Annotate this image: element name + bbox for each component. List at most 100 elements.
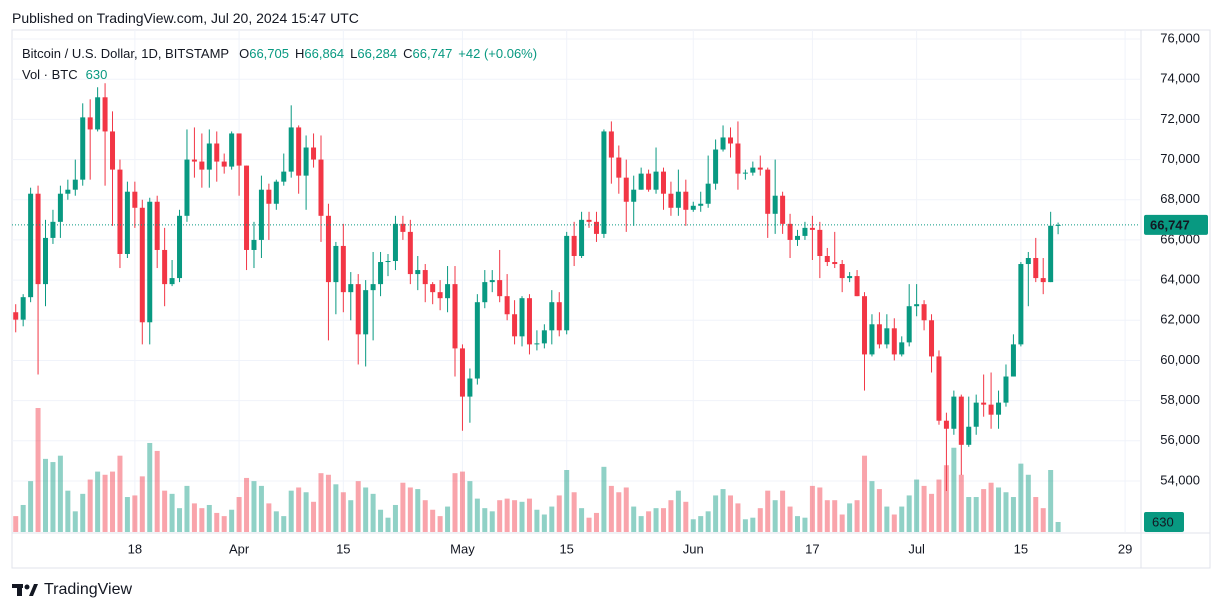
candle-body (869, 324, 875, 355)
candle-body (772, 195, 778, 214)
candle-body (1003, 376, 1009, 403)
volume-bar (102, 474, 108, 532)
volume-bar (668, 500, 674, 532)
y-tick-label: 76,000 (1160, 30, 1200, 45)
volume-bar (467, 481, 473, 532)
candle-body (668, 193, 674, 208)
ohlc-letter: H (294, 46, 305, 61)
volume-bar (1010, 497, 1016, 532)
y-tick-label: 56,000 (1160, 432, 1200, 447)
volume-bar (571, 492, 577, 532)
volume-bar (638, 516, 644, 532)
y-tick-label: 58,000 (1160, 392, 1200, 407)
candle-body (244, 165, 250, 250)
volume-bar (765, 490, 771, 532)
candle-body (124, 191, 130, 254)
volume-bar (966, 497, 972, 532)
candle-body (556, 302, 562, 331)
volume-bar (57, 455, 63, 532)
candle-body (363, 290, 369, 335)
candle-body (549, 302, 555, 331)
y-tick-label: 64,000 (1160, 272, 1200, 287)
volume-bar (996, 487, 1002, 532)
volume-bar (929, 493, 935, 532)
y-tick-label: 70,000 (1160, 151, 1200, 166)
candle-body (921, 304, 927, 321)
candle-body (854, 276, 860, 297)
candle-body (541, 330, 547, 344)
brand: TradingView (44, 581, 133, 598)
candle-body (214, 143, 220, 162)
volume-bar (616, 492, 622, 532)
volume-bar (608, 485, 614, 532)
y-tick-label: 66,000 (1160, 231, 1200, 246)
volume-bar (832, 500, 838, 532)
candle-body (876, 324, 882, 345)
y-tick-label: 62,000 (1160, 312, 1200, 327)
volume-bar (355, 481, 361, 532)
ohlc-value: 66,284 (357, 46, 398, 61)
candle-body (638, 173, 644, 190)
y-tick-label: 54,000 (1160, 472, 1200, 487)
candle-body (586, 219, 592, 222)
volume-bar (526, 498, 532, 532)
candle-body (221, 161, 227, 167)
candle-body (601, 131, 607, 234)
volume-bar (273, 511, 279, 532)
volume-bar (258, 485, 264, 532)
candle-body (757, 167, 763, 170)
candle-body (742, 172, 748, 174)
candle-body (296, 127, 302, 176)
candle-body (1040, 278, 1046, 283)
candle-body (1010, 344, 1016, 377)
y-tick-label: 68,000 (1160, 191, 1200, 206)
candle-body (943, 420, 949, 429)
volume-bar (742, 519, 748, 532)
candle-body (512, 314, 518, 337)
volume-title: Vol · BTC (22, 67, 78, 82)
volume-bar (541, 514, 547, 532)
volume-bar (95, 471, 101, 532)
x-tick-label: Jul (908, 541, 925, 556)
candle-body (809, 227, 815, 230)
candle-body (50, 221, 56, 238)
candle-body (832, 262, 838, 265)
candle-body (482, 282, 488, 303)
volume-bar (727, 495, 733, 532)
legend-volume: Vol · BTC 630 (22, 67, 113, 82)
volume-bar (422, 500, 428, 532)
x-tick-label: 15 (559, 541, 573, 556)
candle-body (1055, 224, 1061, 226)
candle-body (415, 270, 421, 275)
volume-bar (482, 508, 488, 532)
volume-bar (809, 485, 815, 532)
candle-body (750, 167, 756, 173)
volume-bar (1018, 463, 1024, 532)
candle-body (608, 131, 614, 158)
volume-bar (35, 408, 41, 532)
ohlc-letter: L (350, 46, 358, 61)
candle-body (958, 396, 964, 445)
volume-bar (981, 489, 987, 532)
candle-body (981, 402, 987, 405)
candle-body (370, 284, 376, 291)
candle-body (184, 159, 190, 216)
volume-bar (660, 508, 666, 532)
candle-body (169, 278, 175, 285)
candle-body (646, 173, 652, 190)
candle-body (378, 262, 384, 285)
volume-bar (407, 487, 413, 532)
candle-body (914, 304, 920, 307)
volume-bar (378, 509, 384, 532)
candle-body (147, 201, 153, 323)
candle-body (690, 205, 696, 210)
candle-body (355, 284, 361, 335)
volume-bar (817, 487, 823, 532)
volume-bar (899, 506, 905, 532)
x-tick-label: 18 (128, 541, 142, 556)
volume-bar (884, 506, 890, 532)
volume-bar (139, 476, 145, 532)
candle-body (281, 171, 287, 182)
candle-body (117, 169, 123, 254)
volume-bar (646, 511, 652, 532)
